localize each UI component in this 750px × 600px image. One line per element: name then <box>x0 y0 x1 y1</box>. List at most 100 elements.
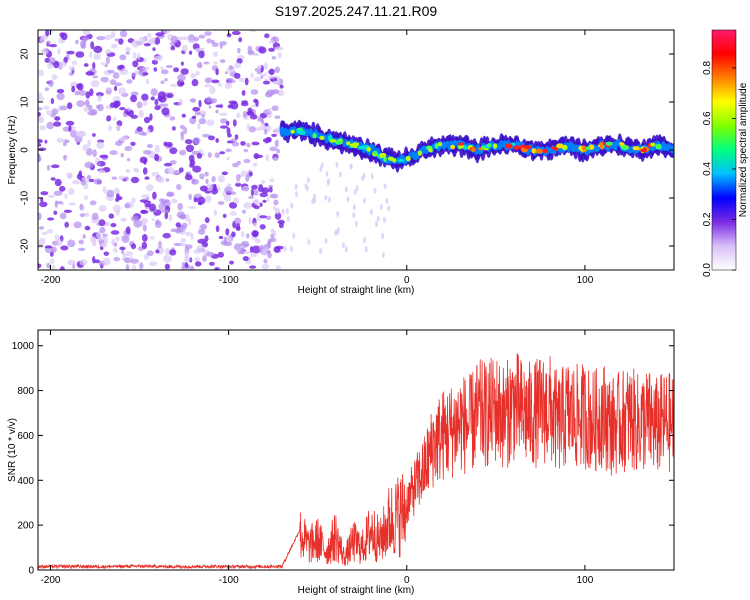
noise-blob <box>59 212 67 220</box>
ridge-scatter <box>336 211 340 217</box>
noise-blob <box>92 133 96 137</box>
noise-blob <box>268 107 272 113</box>
noise-blob <box>228 65 234 71</box>
noise-blob <box>215 109 219 114</box>
noise-blob <box>235 182 242 187</box>
noise-blob <box>100 242 108 248</box>
ridge-hotspot <box>493 143 498 149</box>
ridge-scatter <box>311 198 315 205</box>
noise-blob <box>143 43 151 47</box>
noise-blob <box>142 72 149 76</box>
ridge-scatter <box>281 208 285 215</box>
ridge-hotspot <box>383 156 387 163</box>
noise-blob <box>242 185 250 192</box>
noise-blob <box>204 84 212 88</box>
noise-blob <box>38 143 42 147</box>
noise-blob <box>107 69 115 74</box>
noise-blob <box>67 239 76 248</box>
noise-blob <box>248 126 256 133</box>
noise-blob <box>108 125 112 132</box>
noise-blob <box>170 45 176 51</box>
noise-blob <box>132 60 139 68</box>
ridge-scatter <box>385 198 389 204</box>
noise-blob <box>130 215 139 222</box>
ridge-hotspot <box>581 145 586 151</box>
noise-blob <box>82 234 86 239</box>
noise-blob <box>196 245 205 252</box>
noise-blob <box>66 172 73 179</box>
noise-blob <box>38 212 42 221</box>
noise-blob <box>204 31 212 36</box>
colorbar: 0.0 0.2 0.4 0.6 0.8 Normalized spectral ampl… <box>702 29 749 277</box>
noise-blob <box>177 36 184 41</box>
noise-blob <box>92 75 99 79</box>
noise-blob <box>221 171 228 176</box>
ridge-scatter <box>373 187 377 194</box>
noise-blob <box>95 92 104 97</box>
noise-blob <box>215 104 223 108</box>
spectrogram-xtick-label: 0 <box>404 275 410 286</box>
noise-blob <box>87 139 91 146</box>
noise-blob <box>195 47 204 52</box>
noise-blob <box>44 245 53 249</box>
noise-blob <box>79 203 84 210</box>
noise-blob <box>102 186 107 194</box>
noise-blob <box>253 222 257 228</box>
noise-blob <box>164 211 169 220</box>
ridge-scatter <box>369 208 373 215</box>
noise-blob <box>187 206 197 209</box>
noise-blob <box>277 51 282 59</box>
noise-blob <box>252 230 258 238</box>
noise-blob <box>157 91 166 99</box>
ridge-hotspot <box>551 146 555 150</box>
noise-blob <box>246 233 250 239</box>
ridge-hotspot <box>542 148 549 154</box>
noise-blob <box>229 260 234 265</box>
noise-blob <box>179 81 185 86</box>
ridge-scatter <box>306 177 310 184</box>
noise-blob <box>40 48 49 55</box>
colorbar-ticks: 0.0 0.2 0.4 0.6 0.8 <box>702 61 736 277</box>
noise-blob <box>182 44 188 52</box>
noise-blob <box>162 232 171 239</box>
ridge-hotspot <box>329 139 337 143</box>
noise-blob <box>188 40 197 44</box>
noise-blob <box>271 56 277 60</box>
noise-blob <box>72 180 80 185</box>
noise-blob <box>275 265 281 270</box>
noise-blob <box>220 118 228 124</box>
noise-blob <box>118 87 127 95</box>
noise-blob <box>139 199 148 203</box>
noise-blob <box>45 30 50 37</box>
noise-blob <box>204 235 209 243</box>
noise-blob <box>56 238 63 247</box>
noise-blob <box>234 217 242 225</box>
noise-blob <box>170 83 178 87</box>
noise-blob <box>119 30 128 38</box>
noise-blob <box>105 221 110 226</box>
noise-blob <box>230 138 238 143</box>
ridge-scatter <box>312 193 316 200</box>
noise-blob <box>68 187 75 196</box>
noise-blob <box>140 209 146 214</box>
snr-xtick-label: -100 <box>219 575 239 586</box>
ridge-scatter <box>349 163 353 170</box>
noise-blob <box>193 197 198 203</box>
noise-blob <box>198 118 207 125</box>
snr-xtick-label: -200 <box>40 575 60 586</box>
noise-blob <box>124 203 131 209</box>
noise-blob <box>80 40 86 49</box>
noise-blob <box>56 88 65 94</box>
noise-blob <box>90 41 95 50</box>
ridge-hotspot <box>481 145 485 150</box>
noise-blob <box>231 141 240 147</box>
noise-blob <box>154 144 160 153</box>
noise-blob <box>93 45 103 54</box>
noise-blob <box>201 113 205 118</box>
noise-blob <box>130 176 140 184</box>
noise-blob <box>179 149 187 156</box>
spectrogram-ytick-label: 0 <box>20 147 31 153</box>
noise-blob <box>47 194 56 198</box>
noise-blob <box>265 215 272 220</box>
ridge-scatter <box>285 208 289 214</box>
